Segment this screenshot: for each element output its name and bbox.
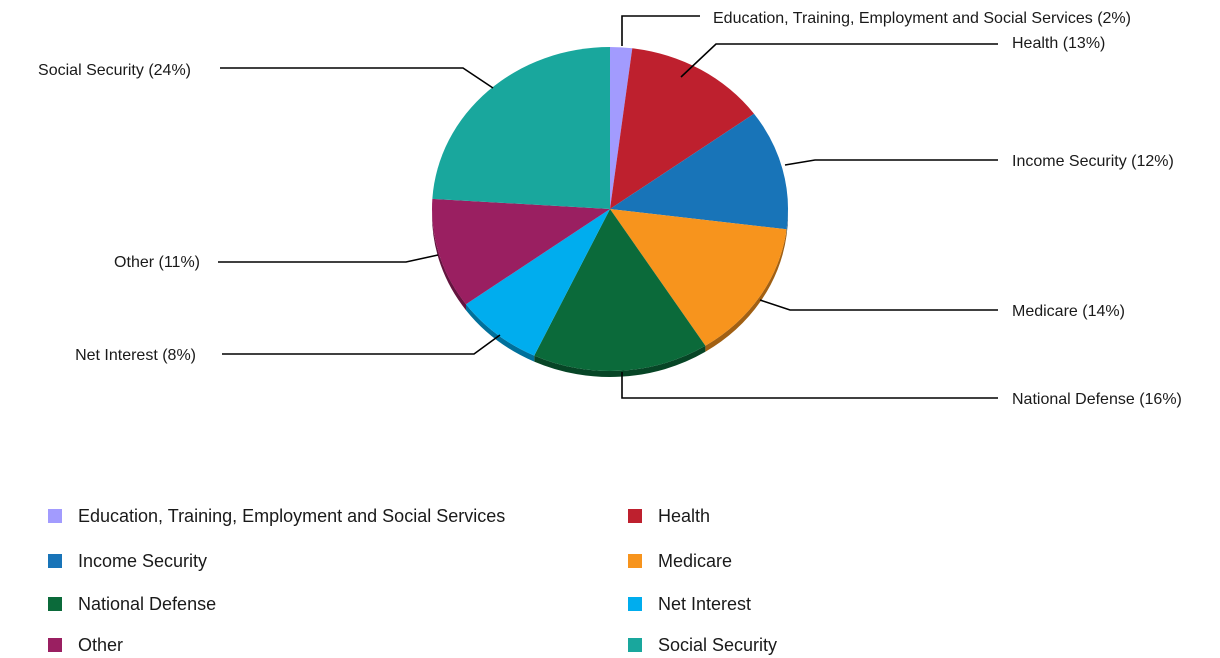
leader-line-national-defense bbox=[621, 372, 998, 399]
slice-health bbox=[610, 48, 755, 209]
slice-education bbox=[610, 47, 633, 209]
slice-other bbox=[432, 198, 610, 305]
slice-net-interest bbox=[465, 209, 610, 356]
slice-medicare bbox=[610, 209, 787, 346]
slice-rim-income-security bbox=[786, 209, 788, 236]
legend-item-social-security: Social Security bbox=[628, 632, 777, 658]
legend-label-education: Education, Training, Employment and Soci… bbox=[78, 505, 506, 526]
leader-line-net-interest bbox=[222, 334, 501, 355]
legend-label-net-interest: Net Interest bbox=[658, 593, 752, 614]
legend-swatch-net-interest bbox=[628, 597, 642, 611]
slice-label-national-defense: National Defense (16%) bbox=[1012, 391, 1182, 408]
legend: Education, Training, Employment and Soci… bbox=[48, 503, 1148, 655]
legend-swatch-education bbox=[48, 509, 62, 523]
slice-label-medicare: Medicare (14%) bbox=[1012, 303, 1125, 320]
slice-label-education: Education, Training, Employment and Soci… bbox=[713, 10, 1131, 27]
slice-rim-national-defense bbox=[534, 345, 706, 377]
leader-line-income-security bbox=[784, 159, 998, 166]
legend-swatch-other bbox=[48, 638, 62, 652]
leader-line-medicare bbox=[759, 299, 998, 311]
slice-rim-net-interest bbox=[465, 304, 535, 362]
legend-swatch-social-security bbox=[628, 638, 642, 652]
leader-line-education bbox=[621, 15, 700, 46]
legend-label-income-security: Income Security bbox=[78, 550, 208, 571]
legend-swatch-medicare bbox=[628, 554, 642, 568]
slice-label-other: Other (11%) bbox=[114, 254, 200, 271]
leader-line-health bbox=[680, 43, 998, 78]
legend-item-other: Other bbox=[48, 632, 123, 658]
legend-item-net-interest: Net Interest bbox=[628, 591, 751, 617]
legend-label-social-security: Social Security bbox=[658, 634, 778, 655]
slice-social-security bbox=[432, 47, 610, 209]
legend-item-education: Education, Training, Employment and Soci… bbox=[48, 503, 505, 529]
legend-label-health: Health bbox=[658, 505, 711, 526]
slice-income-security bbox=[610, 113, 788, 230]
legend-item-income-security: Income Security bbox=[48, 548, 207, 574]
slice-label-net-interest: Net Interest (8%) bbox=[75, 347, 196, 364]
legend-swatch-income-security bbox=[48, 554, 62, 568]
legend-label-national-defense: National Defense bbox=[78, 593, 217, 614]
slice-label-income-security: Income Security (12%) bbox=[1012, 153, 1174, 170]
legend-item-national-defense: National Defense bbox=[48, 591, 216, 617]
leader-lines bbox=[218, 15, 998, 399]
pie-chart: Education, Training, Employment and Soci… bbox=[38, 10, 1182, 408]
slice-labels: Education, Training, Employment and Soci… bbox=[38, 10, 1182, 408]
leader-line-social-security bbox=[220, 67, 494, 89]
legend-item-health: Health bbox=[628, 503, 710, 529]
legend-swatch-health bbox=[628, 509, 642, 523]
slice-national-defense bbox=[534, 209, 706, 371]
slice-label-health: Health (13%) bbox=[1012, 35, 1105, 52]
legend-label-other: Other bbox=[78, 634, 124, 655]
legend-label-medicare: Medicare bbox=[658, 550, 733, 571]
slice-rim-other bbox=[432, 209, 466, 311]
slice-label-social-security: Social Security (24%) bbox=[38, 62, 191, 79]
legend-swatch-national-defense bbox=[48, 597, 62, 611]
leader-line-other bbox=[218, 254, 439, 263]
legend-item-medicare: Medicare bbox=[628, 548, 732, 574]
pie-slices bbox=[432, 47, 788, 377]
